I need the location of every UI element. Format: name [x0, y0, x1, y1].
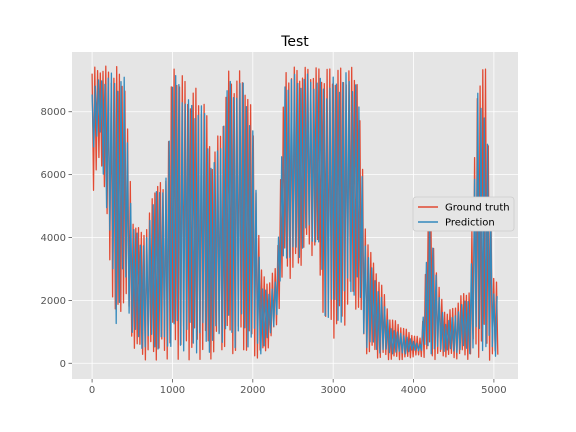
x-tick-label: 3000 [320, 385, 345, 396]
x-tick-label: 5000 [481, 385, 506, 396]
x-tick-label: 2000 [240, 385, 265, 396]
legend-box [412, 196, 515, 232]
y-axis: 0 2000 4000 6000 8000 [41, 107, 72, 370]
y-tick-label: 8000 [41, 107, 66, 118]
chart-title: Test [280, 34, 309, 50]
y-tick-label: 2000 [41, 296, 66, 307]
y-tick-label: 6000 [41, 170, 66, 181]
x-tick-label: 0 [89, 385, 95, 396]
x-tick-label: 4000 [401, 385, 426, 396]
y-tick-label: 0 [60, 359, 66, 370]
legend: Ground truth Prediction [412, 196, 515, 232]
x-tick-label: 1000 [160, 385, 185, 396]
legend-label-prediction: Prediction [445, 218, 495, 229]
y-tick-label: 4000 [41, 233, 66, 244]
x-axis: 0 1000 2000 3000 4000 5000 [89, 379, 507, 396]
legend-label-ground-truth: Ground truth [445, 203, 510, 214]
